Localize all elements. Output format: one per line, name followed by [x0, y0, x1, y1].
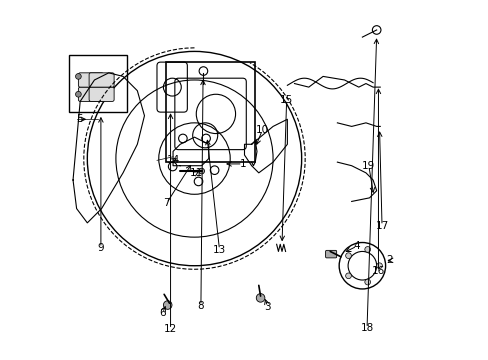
Text: 11: 11	[189, 168, 203, 178]
Text: 15: 15	[280, 95, 293, 105]
Text: 13: 13	[212, 245, 225, 255]
Text: 10: 10	[255, 125, 268, 135]
FancyBboxPatch shape	[89, 73, 114, 87]
FancyBboxPatch shape	[78, 87, 103, 102]
Text: 2: 2	[385, 255, 392, 265]
Text: 9: 9	[98, 243, 104, 253]
Text: 3: 3	[264, 302, 270, 312]
Text: 1: 1	[239, 159, 245, 169]
Text: 12: 12	[163, 324, 177, 334]
Circle shape	[198, 168, 204, 174]
Circle shape	[75, 73, 81, 79]
Text: 5: 5	[76, 114, 82, 124]
Circle shape	[345, 273, 351, 279]
Circle shape	[75, 91, 81, 97]
Text: 6: 6	[159, 308, 165, 318]
Text: 17: 17	[375, 221, 388, 231]
FancyBboxPatch shape	[325, 250, 336, 258]
Bar	[69, 55, 126, 112]
Circle shape	[364, 247, 370, 252]
Text: 18: 18	[360, 323, 373, 333]
Text: 4: 4	[353, 241, 360, 251]
Circle shape	[364, 279, 370, 285]
Circle shape	[345, 253, 351, 258]
Text: 19: 19	[362, 161, 375, 171]
Circle shape	[163, 301, 172, 309]
Text: 16: 16	[371, 266, 384, 276]
FancyBboxPatch shape	[78, 73, 103, 87]
FancyBboxPatch shape	[89, 87, 114, 102]
Text: 8: 8	[197, 301, 204, 311]
Circle shape	[376, 263, 382, 269]
Text: 14: 14	[166, 156, 179, 165]
Circle shape	[256, 294, 264, 302]
Text: 7: 7	[163, 198, 170, 208]
